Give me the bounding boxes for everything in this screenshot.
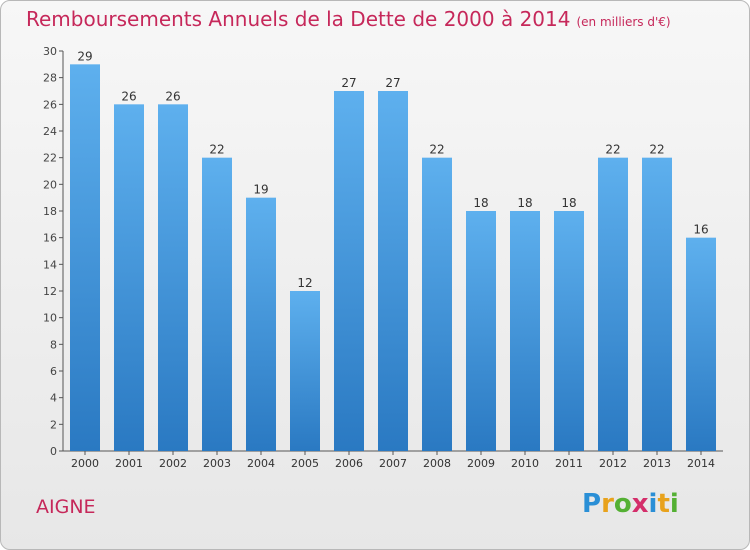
x-tick-label: 2009 <box>467 457 495 470</box>
logo-letter: P <box>582 489 602 519</box>
x-tick-label: 2006 <box>335 457 363 470</box>
bar-2002 <box>158 104 188 451</box>
value-label: 12 <box>297 276 312 290</box>
bar-2004 <box>246 197 276 451</box>
bar-2008 <box>422 157 452 451</box>
bar-2011 <box>554 211 584 451</box>
bar-2000 <box>70 64 100 452</box>
logo-letter: x <box>631 489 649 519</box>
value-label: 29 <box>77 49 92 63</box>
x-tick-label: 2003 <box>203 457 231 470</box>
y-tick-label: 26 <box>43 98 57 111</box>
bars <box>70 64 716 452</box>
y-tick-label: 8 <box>50 338 57 351</box>
x-tick-label: 2010 <box>511 457 539 470</box>
value-label: 22 <box>649 143 664 157</box>
x-tick-label: 2008 <box>423 457 451 470</box>
logo-letter: i <box>669 489 679 519</box>
logo-letter: o <box>613 489 632 519</box>
bar-2007 <box>378 91 408 451</box>
bar-2009 <box>466 211 496 451</box>
x-tick-label: 2002 <box>159 457 187 470</box>
y-tick-label: 16 <box>43 232 57 245</box>
bar-2005 <box>290 291 320 451</box>
y-tick-label: 10 <box>43 312 57 325</box>
value-label: 18 <box>561 196 576 210</box>
y-tick-label: 18 <box>43 205 57 218</box>
labels: 29 2000 26 2001 26 2002 22 2003 19 2004 12 2005 27 20… <box>71 49 715 470</box>
logo-letter: r <box>601 489 614 519</box>
value-label: 26 <box>165 89 180 103</box>
value-label: 16 <box>693 223 708 237</box>
y-tick-label: 2 <box>50 418 57 431</box>
y-tick-label: 30 <box>43 45 57 58</box>
value-label: 19 <box>253 183 268 197</box>
bar-2006 <box>334 91 364 451</box>
chart-title: Remboursements Annuels de la Dette de 20… <box>26 7 671 31</box>
commune-name: AIGNE <box>36 496 96 518</box>
bar-2012 <box>598 157 628 451</box>
bar-2001 <box>114 104 144 451</box>
y-tick-label: 4 <box>50 392 57 405</box>
value-label: 18 <box>473 196 488 210</box>
value-label: 26 <box>121 89 136 103</box>
x-tick-label: 2013 <box>643 457 671 470</box>
y-tick-label: 6 <box>50 365 57 378</box>
x-tick-label: 2005 <box>291 457 319 470</box>
x-tick-label: 2011 <box>555 457 583 470</box>
value-label: 22 <box>209 143 224 157</box>
x-tick-label: 2012 <box>599 457 627 470</box>
value-label: 27 <box>385 76 400 90</box>
y-tick-label: 24 <box>43 125 57 138</box>
x-tick-label: 2001 <box>115 457 143 470</box>
y-tick-label: 22 <box>43 152 57 165</box>
bar-2014 <box>686 237 716 451</box>
chart-subtitle: (en milliers d'€) <box>576 15 671 29</box>
y-tick-label: 14 <box>43 258 57 271</box>
bar-2010 <box>510 211 540 451</box>
x-tick-label: 2000 <box>71 457 99 470</box>
x-tick-label: 2014 <box>687 457 715 470</box>
value-label: 22 <box>429 143 444 157</box>
x-tick-label: 2007 <box>379 457 407 470</box>
y-tick-label: 20 <box>43 178 57 191</box>
y-tick-label: 0 <box>50 445 57 458</box>
proxiti-logo: Proxiti <box>582 489 679 519</box>
logo-letter: i <box>648 489 658 519</box>
logo-letter: t <box>657 489 670 519</box>
value-label: 22 <box>605 143 620 157</box>
x-tick-label: 2004 <box>247 457 275 470</box>
bar-2013 <box>642 157 672 451</box>
value-label: 18 <box>517 196 532 210</box>
value-label: 27 <box>341 76 356 90</box>
y-tick-label: 12 <box>43 285 57 298</box>
bar-2003 <box>202 157 232 451</box>
y-tick-label: 28 <box>43 72 57 85</box>
